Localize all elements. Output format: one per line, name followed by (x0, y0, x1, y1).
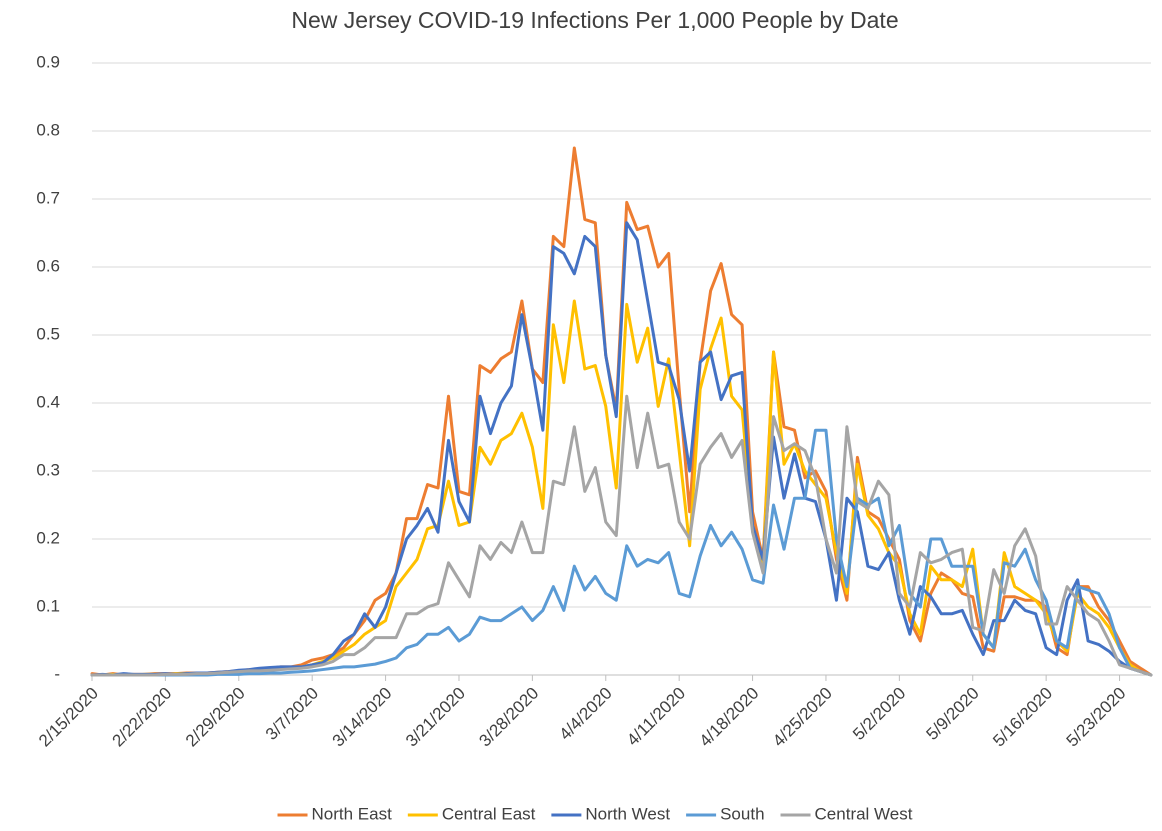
series-line (90, 394, 1153, 677)
y-tick-label: 0.7 (36, 188, 60, 207)
y-tick-label: 0.4 (36, 392, 60, 411)
series-line (90, 428, 1153, 677)
y-tick-label: 0.1 (36, 596, 60, 615)
y-tick-label: 0.6 (36, 256, 60, 275)
series-line (90, 221, 1153, 677)
y-tick-label: 0.2 (36, 528, 60, 547)
legend: North East Central East North West South Cen… (277, 804, 913, 823)
y-tick-label: - (54, 664, 60, 683)
legend-label: Central West (815, 804, 913, 823)
y-tick-label: 0.9 (36, 52, 60, 71)
chart-title: New Jersey COVID-19 Infections Per 1,000… (291, 7, 898, 33)
y-tick-label: 0.5 (36, 324, 60, 343)
y-tick-label: 0.8 (36, 120, 60, 139)
legend-label: Central East (442, 804, 536, 823)
legend-label: North West (585, 804, 670, 823)
y-tick-label: 0.3 (36, 460, 60, 479)
legend-label: North East (312, 804, 393, 823)
legend-label: South (720, 804, 764, 823)
